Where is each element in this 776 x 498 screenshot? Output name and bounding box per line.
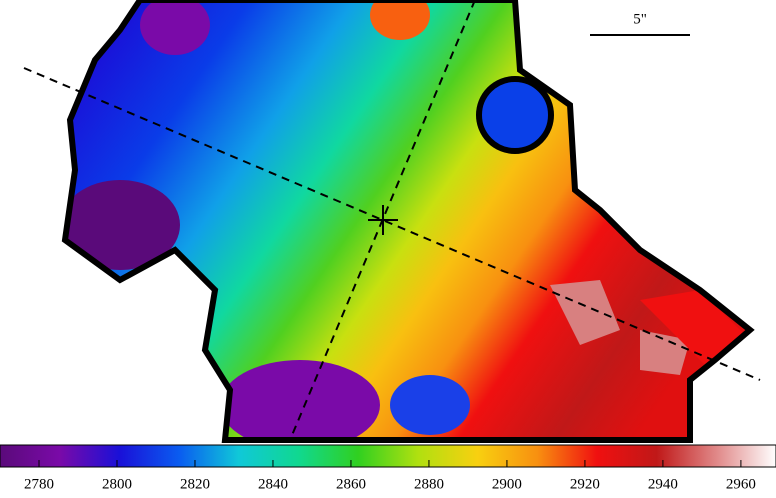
tick-label: 2960	[726, 476, 756, 492]
tick-label: 2840	[258, 476, 288, 492]
tick-label: 2780	[24, 476, 54, 492]
tick-label: 2880	[414, 476, 444, 492]
scale-label: 5"	[633, 11, 647, 27]
tick-label: 2800	[102, 476, 132, 492]
tick-label: 2940	[648, 476, 678, 492]
hole-outline	[476, 76, 554, 154]
tick-label: 2820	[180, 476, 210, 492]
tick-label: 2860	[336, 476, 366, 492]
tick-label: 2920	[570, 476, 600, 492]
colorbar	[0, 444, 776, 468]
tick-label: 2900	[492, 476, 522, 492]
map-outline	[61, 0, 755, 443]
velocity-map	[65, 0, 750, 440]
major-axis	[23, 67, 761, 381]
